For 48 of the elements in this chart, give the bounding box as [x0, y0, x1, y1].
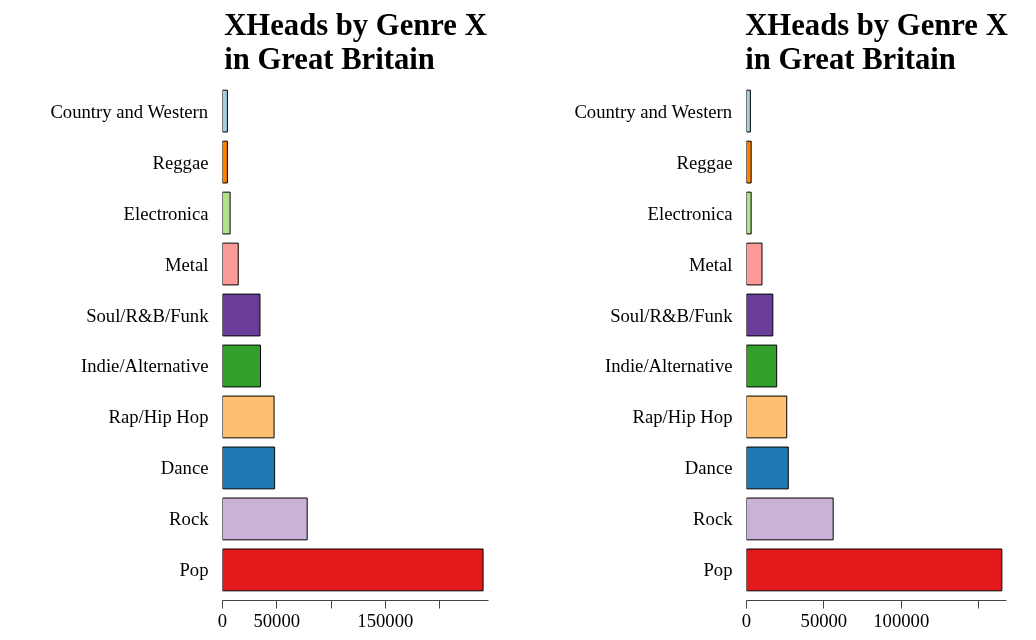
bar [222, 191, 231, 235]
chart-title: XHeads by Genre X in Great Britain [745, 7, 1008, 76]
bar [222, 293, 261, 337]
y-tick-label: Electronica [123, 202, 210, 224]
x-tick-label: 100000 [873, 609, 930, 631]
bar [222, 497, 308, 541]
y-tick-label: Reggae [152, 151, 209, 173]
y-tick-label: Metal [688, 253, 733, 275]
y-tick-label: Reggae [676, 151, 733, 173]
bar [222, 242, 239, 286]
x-tick-label: 50000 [800, 609, 848, 631]
y-tick-label: Rock [693, 508, 734, 530]
bar [746, 293, 774, 337]
y-tick-label: Rap/Hip Hop [108, 406, 209, 428]
bar [746, 242, 763, 286]
bar [746, 395, 788, 439]
y-tick-label: Dance [160, 457, 209, 479]
y-tick-label: Country and Western [50, 100, 209, 122]
y-tick-label: Metal [164, 253, 209, 275]
x-tick-label: 150000 [357, 609, 414, 631]
y-tick-label: Electronica [647, 202, 734, 224]
bar [222, 140, 228, 184]
bar [222, 344, 261, 388]
bar [746, 548, 1003, 592]
y-tick-label: Soul/R&B/Funk [610, 304, 734, 326]
bar [746, 191, 752, 235]
bar [222, 548, 484, 592]
bar [746, 344, 778, 388]
bar [746, 497, 834, 541]
y-tick-label: Rap/Hip Hop [632, 406, 733, 428]
y-tick-label: Soul/R&B/Funk [86, 304, 210, 326]
bar [746, 89, 751, 133]
x-tick-label: 50000 [253, 609, 301, 631]
x-tick-label: 0 [741, 609, 752, 631]
y-tick-label: Indie/Alternative [81, 355, 209, 377]
bar [222, 446, 276, 490]
y-tick-label: Dance [684, 457, 733, 479]
y-tick-label: Pop [179, 559, 209, 581]
y-tick-label: Country and Western [574, 100, 733, 122]
y-tick-label: Pop [703, 559, 733, 581]
chart-title: XHeads by Genre X in Great Britain [224, 7, 487, 76]
y-tick-label: Rock [169, 508, 210, 530]
bar [746, 140, 752, 184]
bar [222, 395, 275, 439]
bar [222, 89, 228, 133]
bar [746, 446, 789, 490]
y-tick-label: Indie/Alternative [605, 355, 733, 377]
x-tick-label: 0 [217, 609, 228, 631]
